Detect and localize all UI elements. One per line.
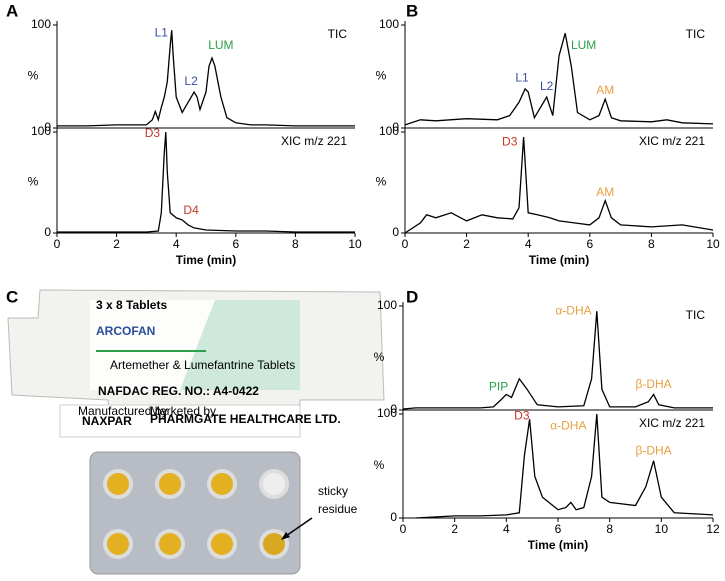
panel-label: B: [406, 1, 418, 20]
y-tick-label: 0: [392, 225, 399, 239]
y-tick-label: 0: [392, 120, 399, 134]
annotation: residue: [318, 502, 358, 516]
panel-label: C: [6, 287, 18, 306]
x-tick-label: 0: [402, 237, 409, 251]
trace: [415, 413, 714, 519]
x-tick-label: 0: [400, 522, 407, 536]
tablet: [155, 469, 185, 499]
peak-label: α-DHA: [555, 303, 591, 317]
box-flap: [59, 404, 301, 438]
tablet: [155, 529, 185, 559]
x-tick-label: 8: [606, 522, 613, 536]
x-tick-label: 8: [648, 237, 655, 251]
y-axis-label: %: [376, 175, 387, 189]
marketer: PHARMGATE HEALTHCARE LTD.: [150, 412, 341, 426]
nafdac: NAFDAC REG. NO.: A4-0422: [98, 384, 259, 398]
peak-label: D3: [502, 134, 518, 148]
x-tick-label: 2: [463, 237, 470, 251]
x-tick-label: 4: [173, 237, 180, 251]
trace-label: TIC: [328, 27, 348, 41]
panel-label: D: [406, 287, 418, 306]
peak-label: L2: [540, 79, 554, 93]
x-tick-label: 4: [525, 237, 532, 251]
peak-label: LUM: [571, 38, 596, 52]
marketed-by: Marketed by: [150, 404, 216, 418]
tablet: [103, 529, 133, 559]
blister: [89, 451, 301, 575]
y-axis-label: %: [374, 458, 385, 472]
x-tick-label: 10: [655, 522, 669, 536]
y-tick-label: 0: [390, 402, 397, 416]
x-axis-label: Time (min): [529, 253, 589, 267]
y-axis-label: %: [28, 175, 39, 189]
x-axis-label: Time (min): [528, 538, 588, 552]
trace: [404, 137, 714, 234]
x-tick-label: 10: [348, 237, 362, 251]
x-tick-label: 10: [706, 237, 720, 251]
y-tick-label: 100: [31, 124, 51, 138]
y-tick-label: 100: [379, 124, 399, 138]
panel-label: A: [6, 1, 18, 20]
x-tick-label: 2: [113, 237, 120, 251]
brand: ARCOFAN: [96, 324, 155, 338]
tablet: [207, 469, 237, 499]
trace: [57, 30, 355, 127]
peak-label: D3: [145, 126, 161, 140]
peak-label: AM: [596, 83, 614, 97]
trace-label: TIC: [686, 308, 706, 322]
y-tick-label: 100: [379, 17, 399, 31]
peak-label: PIP: [489, 379, 508, 393]
manufacturer: NAXPAR: [82, 414, 132, 428]
trace-label: TIC: [686, 27, 706, 41]
tablets: [103, 469, 289, 559]
trace-label: XIC m/z 221: [281, 134, 347, 148]
trace-label: XIC m/z 221: [639, 416, 705, 430]
y-tick-label: 0: [390, 510, 397, 524]
peak-label: L2: [184, 74, 198, 88]
brand-rule: [96, 350, 206, 352]
x-tick-label: 0: [54, 237, 61, 251]
tablet: [103, 469, 133, 499]
x-tick-label: 6: [232, 237, 239, 251]
trace: [404, 33, 714, 126]
x-tick-label: 6: [586, 237, 593, 251]
description: Artemether & Lumefantrine Tablets: [110, 358, 295, 372]
y-axis-label: %: [376, 69, 387, 83]
trace: [57, 131, 355, 233]
peak-label: L1: [155, 25, 169, 39]
tablet: [259, 469, 289, 499]
peak-label: D4: [183, 203, 199, 217]
x-tick-label: 8: [292, 237, 299, 251]
box-stripe: [180, 300, 300, 390]
peak-label: β-DHA: [635, 377, 671, 391]
y-tick-label: 0: [44, 120, 51, 134]
y-tick-label: 0: [44, 225, 51, 239]
annotation: sticky: [318, 484, 348, 498]
y-axis-label: %: [28, 69, 39, 83]
manufactured-by: Manufactured by: [78, 404, 167, 418]
y-tick-label: 100: [377, 406, 397, 420]
peak-label: β-DHA: [635, 444, 671, 458]
peak-label: D3: [514, 408, 530, 422]
y-tick-label: 100: [377, 298, 397, 312]
peak-label: α-DHA: [550, 419, 586, 433]
pack-count: 3 x 8 Tablets: [96, 298, 167, 312]
trace: [402, 311, 713, 410]
y-tick-label: 100: [31, 17, 51, 31]
trace-label: XIC m/z 221: [639, 134, 705, 148]
x-axis-label: Time (min): [176, 253, 236, 267]
tablet: [259, 529, 289, 559]
x-tick-label: 4: [503, 522, 510, 536]
peak-label: AM: [596, 185, 614, 199]
arrowhead: [281, 532, 290, 540]
x-tick-label: 12: [706, 522, 720, 536]
peak-label: LUM: [208, 38, 233, 52]
x-tick-label: 2: [451, 522, 458, 536]
x-tick-label: 6: [555, 522, 562, 536]
y-axis-label: %: [374, 350, 385, 364]
photo-panel: C 3 x 8 Tablets ARCOFAN Artemether & Lum…: [6, 287, 385, 575]
peak-label: L1: [515, 71, 529, 85]
tablet: [207, 529, 237, 559]
